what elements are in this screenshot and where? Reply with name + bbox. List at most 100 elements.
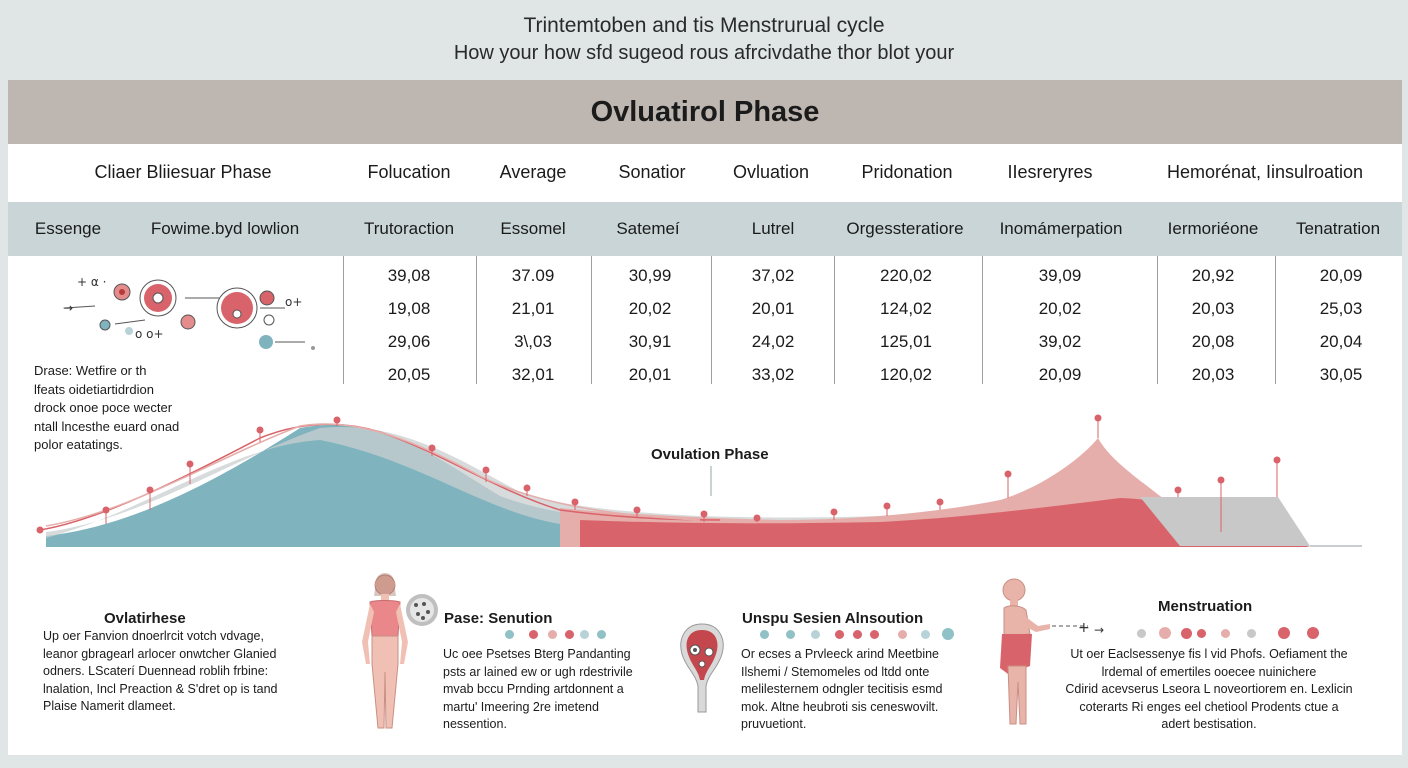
section-line: martu' Imeering 2re imetend — [443, 699, 599, 714]
section-line: Uc oee Psetses Bterg Pandanting — [443, 647, 631, 661]
table-subheader-cell: Trutoraction — [363, 219, 455, 238]
section-line: coterarts Ri enges eel chetiool Prodents… — [1079, 699, 1339, 714]
section-text: Uc oee Psetses Bterg Pandanting psts ar … — [443, 646, 673, 734]
cell-illustration: + α · → о o+ о+ — [63, 275, 315, 350]
section-line: nessention. — [443, 717, 507, 731]
table-cell: 20,04 — [1319, 332, 1363, 351]
table-cell: 20,03 — [1191, 299, 1235, 318]
svg-text:→: → — [63, 301, 73, 315]
table-header-cell: Hemorénat, Iinsulroation — [1166, 162, 1364, 182]
section-line: adert bestisation. — [1161, 717, 1257, 731]
phase-band-title: Ovluatirol Phase — [590, 96, 820, 128]
section-line: Up oer Fanvion dnoerlrcit votch vdvage, — [43, 629, 264, 643]
table-cell: 19,08 — [387, 299, 431, 318]
description-line: lfeats oidetiartidrdion — [34, 381, 154, 397]
column-divider — [591, 256, 592, 384]
table-cell: 20,92 — [1191, 266, 1235, 285]
section-line: melilesternem odngler tecitisis esmd — [741, 682, 943, 696]
svg-text:+ α ·: + α · — [77, 275, 106, 289]
table-header-cell: Pridonation — [861, 162, 953, 182]
column-divider — [1157, 256, 1158, 384]
table-cell: 39,09 — [1038, 266, 1082, 285]
table-header-cell: Sonatior — [618, 162, 686, 182]
table-cell: 21,01 — [511, 299, 555, 318]
table-header-cell: Folucation — [367, 162, 451, 182]
svg-text:о o+: о o+ — [135, 327, 164, 341]
section-text: Or ecses a Prvleeck arind Meetbine Ilshe… — [741, 646, 981, 734]
table-cell: 30,99 — [628, 266, 672, 285]
table-cell: 20,01 — [751, 299, 795, 318]
table-cell: 20,03 — [1191, 365, 1235, 384]
table-cell: 20,09 — [1038, 365, 1082, 384]
section-line: Or ecses a Prvleeck arind Meetbine — [741, 647, 940, 661]
section-line: Plaise Namerit dlameet. — [43, 699, 176, 713]
description-line: drock onoe poce wecter — [34, 400, 173, 415]
page-title: Trintemtoben and tis Menstrurual cycle — [523, 14, 885, 37]
svg-text:→: → — [1094, 623, 1104, 637]
table-cell: 30,05 — [1319, 365, 1363, 384]
table-header-cell: Ovluation — [732, 162, 810, 182]
section-heading: Menstruation — [1158, 598, 1253, 615]
section-text: Ut oer Eaclsessenye fis l vid Phofs. Oef… — [1049, 646, 1369, 734]
table-cell: 20,09 — [1319, 266, 1363, 285]
table-subheader-cell: Essenge — [34, 219, 102, 238]
section-line: mvab bccu Prnding artdonnent a — [443, 682, 624, 696]
column-divider — [476, 256, 477, 384]
section-line: lnalation, Incl Preaction & S'dret op is… — [43, 681, 278, 696]
column-divider — [982, 256, 983, 384]
table-cell: 37,02 — [751, 266, 795, 285]
section-line: leanor gbragearl arlocer onwtcher Glanie… — [43, 646, 277, 661]
table-cell: 220,02 — [880, 266, 932, 285]
table-cell: 3\,03 — [514, 332, 552, 351]
column-divider — [711, 256, 712, 384]
table-cell: 29,06 — [387, 332, 431, 351]
table-subheader-cell: Lutrel — [751, 219, 795, 238]
table-cell: 37.09 — [511, 266, 555, 285]
table-cell: 20,02 — [628, 299, 672, 318]
table-subheader-cell: Iermoriéone — [1167, 219, 1259, 238]
description-line: polor eatatings. — [34, 437, 123, 452]
table-subheader-band — [8, 202, 1402, 256]
table-cell: 30,91 — [628, 332, 672, 351]
section-heading: Ovlatirhese — [104, 610, 186, 627]
phase-band — [8, 80, 1402, 144]
svg-text:+: + — [1078, 620, 1090, 636]
table-cell: 32,01 — [511, 365, 555, 384]
table-cell: 39,02 — [1038, 332, 1082, 351]
section-line: mok. Altne heubroti sis ceneswovilt. — [741, 699, 939, 714]
section-line: Ut oer Eaclsessenye fis l vid Phofs. Oef… — [1070, 647, 1348, 661]
description-line: Drase: Wetfire or th — [34, 363, 147, 378]
hormone-curve-chart — [36, 414, 1362, 547]
table-subheader-cell: Fowime.byd lowlion — [150, 219, 300, 238]
table-cell: 120,02 — [880, 365, 932, 384]
section-line: pruvuetiont. — [741, 717, 807, 731]
female-figure-icon — [362, 573, 438, 729]
table-header-cell: IIesreryres — [1007, 162, 1093, 182]
table-cell: 20,02 — [1038, 299, 1082, 318]
chart-label: Ovulation Phase — [651, 446, 769, 463]
section-line: odners. LScaterí Duennead roblih frbine: — [43, 664, 269, 678]
section-line: psts ar lained ew or ugh rdestrivile — [443, 664, 633, 679]
section-text: Up oer Fanvion dnoerlrcit votch vdvage, … — [43, 628, 333, 716]
column-divider — [343, 256, 344, 384]
table-cell: 20,01 — [628, 365, 672, 384]
column-divider — [834, 256, 835, 384]
table-cell: 20,05 — [387, 365, 431, 384]
table-subheader-cell: Tenatration — [1295, 219, 1381, 238]
menstruation-figure-icon: + → — [1000, 578, 1104, 725]
table-cell: 24,02 — [751, 332, 795, 351]
left-description: Drase: Wetfire or th lfeats oidetiartidr… — [34, 362, 184, 455]
table-cell: 20,08 — [1191, 332, 1235, 351]
page-subtitle: How your how sfd sugeod rous afrcivdathe… — [453, 42, 955, 64]
svg-text:о+: о+ — [285, 295, 302, 309]
table-header-cell: Average — [499, 162, 567, 182]
section-line: Ilshemi / Stemomeles od ltdd onte — [741, 664, 930, 679]
table-subheader-cell: Satemeí — [616, 219, 680, 238]
table-cell: 33,02 — [751, 365, 795, 384]
table-cell: 25,03 — [1319, 299, 1363, 318]
table-subheader-cell: Essomel — [500, 219, 566, 238]
uterus-icon — [680, 623, 724, 713]
table-subheader-cell: Inomámerpation — [999, 219, 1123, 238]
table-cell: 125,01 — [880, 332, 932, 351]
section-line: Cdirid acevserus Lseora L noveortiorem e… — [1065, 682, 1353, 696]
